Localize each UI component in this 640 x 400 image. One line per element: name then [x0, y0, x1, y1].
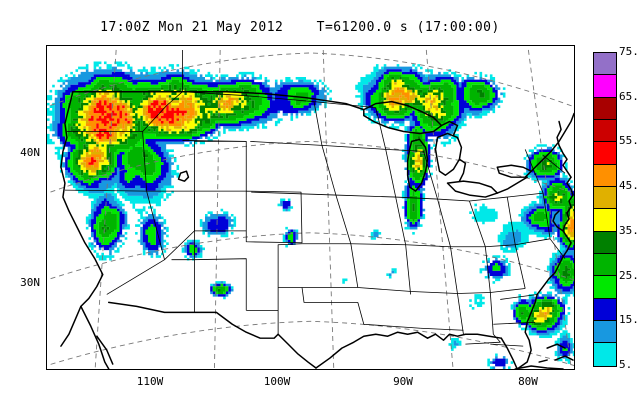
colorbar-band-55: [594, 142, 616, 165]
precip-band-1: [52, 66, 574, 369]
y-tick-label-30N: 30N: [20, 276, 40, 289]
colorbar-band-30: [594, 254, 616, 277]
colorbar-tick-65: 65.: [619, 89, 639, 103]
colorbar-tick-15: 15.: [619, 313, 639, 327]
precipitation-field: [47, 61, 574, 369]
x-tick-label-110W: 110W: [136, 375, 164, 388]
colorbar-tick-25: 25.: [619, 268, 639, 282]
state-borders: [64, 49, 566, 347]
colorbar-band-15: [594, 321, 616, 344]
colorbar-band-5: [594, 343, 616, 366]
colorbar-band-40: [594, 209, 616, 232]
colorbar-band-20: [594, 298, 616, 322]
colorbar-band-35: [594, 231, 616, 255]
y-tick-label-40N: 40N: [20, 146, 40, 159]
colorbar-tick-5: 5.: [619, 358, 633, 371]
colorbar-tick-75: 75.: [619, 45, 639, 58]
figure-title: 17:00Z Mon 21 May 2012 T=61200.0 s (17:0…: [100, 20, 500, 35]
x-tick-label-100W: 100W: [263, 375, 291, 388]
colorbar-tick-45: 45.: [619, 179, 639, 193]
colorbar-band-65: [594, 97, 616, 121]
map-plot-area: [46, 45, 575, 370]
colorbar-tick-55: 55.: [619, 134, 639, 148]
map-graphics: [47, 46, 574, 369]
colorbar-band-45: [594, 187, 616, 210]
colorbar-tick-35: 35.: [619, 223, 639, 237]
x-tick-label-90W: 90W: [393, 375, 413, 388]
colorbar-band-50: [594, 164, 616, 188]
colorbar-band-70: [594, 75, 616, 98]
x-tick-label-80W: 80W: [518, 375, 538, 388]
colorbar-band-25: [594, 276, 616, 299]
precip-band-9: [88, 100, 187, 165]
colorbar-band-75: [594, 53, 616, 76]
colorbar-band-60: [594, 120, 616, 143]
colorbar: [593, 52, 617, 367]
coastline: [60, 90, 574, 369]
